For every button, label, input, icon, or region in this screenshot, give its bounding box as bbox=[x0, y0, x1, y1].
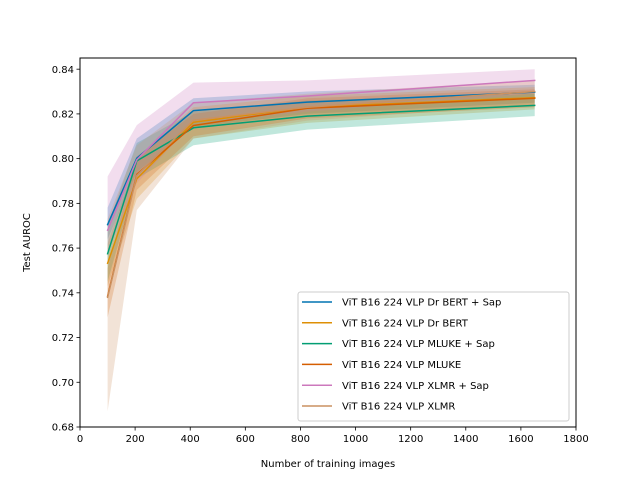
x-tick-label: 600 bbox=[236, 434, 255, 445]
x-tick-label: 800 bbox=[291, 434, 310, 445]
legend-label-6: ViT B16 224 VLP XLMR bbox=[342, 402, 455, 413]
y-axis-label: Test AUROC bbox=[22, 213, 33, 273]
y-axis-ticks: 0.68 0.70 0.72 0.74 0.76 0.78 0.80 0.82 0.84 bbox=[52, 65, 80, 434]
legend-label-4: ViT B16 224 VLP MLUKE bbox=[342, 360, 461, 371]
y-tick-label: 0.76 bbox=[52, 244, 74, 255]
y-tick-label: 0.78 bbox=[52, 199, 74, 210]
legend: ViT B16 224 VLP Dr BERT + Sap ViT B16 224… bbox=[297, 291, 570, 422]
x-tick-label: 1800 bbox=[563, 434, 588, 445]
axes-frame bbox=[79, 57, 577, 428]
series-band-1 bbox=[107, 84, 535, 240]
y-tick-label: 0.72 bbox=[52, 333, 74, 344]
x-axis-label: Number of training images bbox=[261, 459, 395, 470]
series-band-3 bbox=[107, 93, 535, 282]
series-line-2 bbox=[106, 96, 536, 265]
legend-label-1: ViT B16 224 VLP Dr BERT + Sap bbox=[342, 298, 501, 309]
x-tick-label: 200 bbox=[126, 434, 145, 445]
y-tick-label: 0.80 bbox=[52, 154, 74, 165]
legend-label-5: ViT B16 224 VLP XLMR + Sap bbox=[342, 381, 489, 392]
series-line-5 bbox=[106, 79, 536, 232]
y-tick-label: 0.74 bbox=[52, 288, 74, 299]
y-tick-label: 0.68 bbox=[52, 423, 74, 434]
y-tick-label: 0.70 bbox=[52, 378, 74, 389]
x-axis-ticks: 0 200 400 600 800 1000 1200 1400 1600 1800 bbox=[77, 427, 589, 445]
series-line-1 bbox=[106, 91, 536, 226]
x-tick-label: 1600 bbox=[508, 434, 533, 445]
x-tick-label: 1000 bbox=[343, 434, 368, 445]
x-tick-label: 0 bbox=[77, 434, 83, 445]
x-tick-label: 400 bbox=[181, 434, 200, 445]
y-tick-label: 0.84 bbox=[52, 65, 74, 76]
y-tick-label: 0.82 bbox=[52, 110, 74, 121]
series-line-6 bbox=[106, 90, 536, 299]
legend-label-2: ViT B16 224 VLP Dr BERT bbox=[342, 318, 469, 329]
legend-label-3: ViT B16 224 VLP MLUKE + Sap bbox=[342, 339, 495, 350]
series-line-3 bbox=[106, 104, 536, 255]
series-band-5 bbox=[107, 69, 535, 253]
x-tick-label: 1400 bbox=[453, 434, 478, 445]
legend-box bbox=[297, 291, 570, 422]
x-tick-label: 1200 bbox=[398, 434, 423, 445]
series-lines bbox=[106, 79, 536, 299]
